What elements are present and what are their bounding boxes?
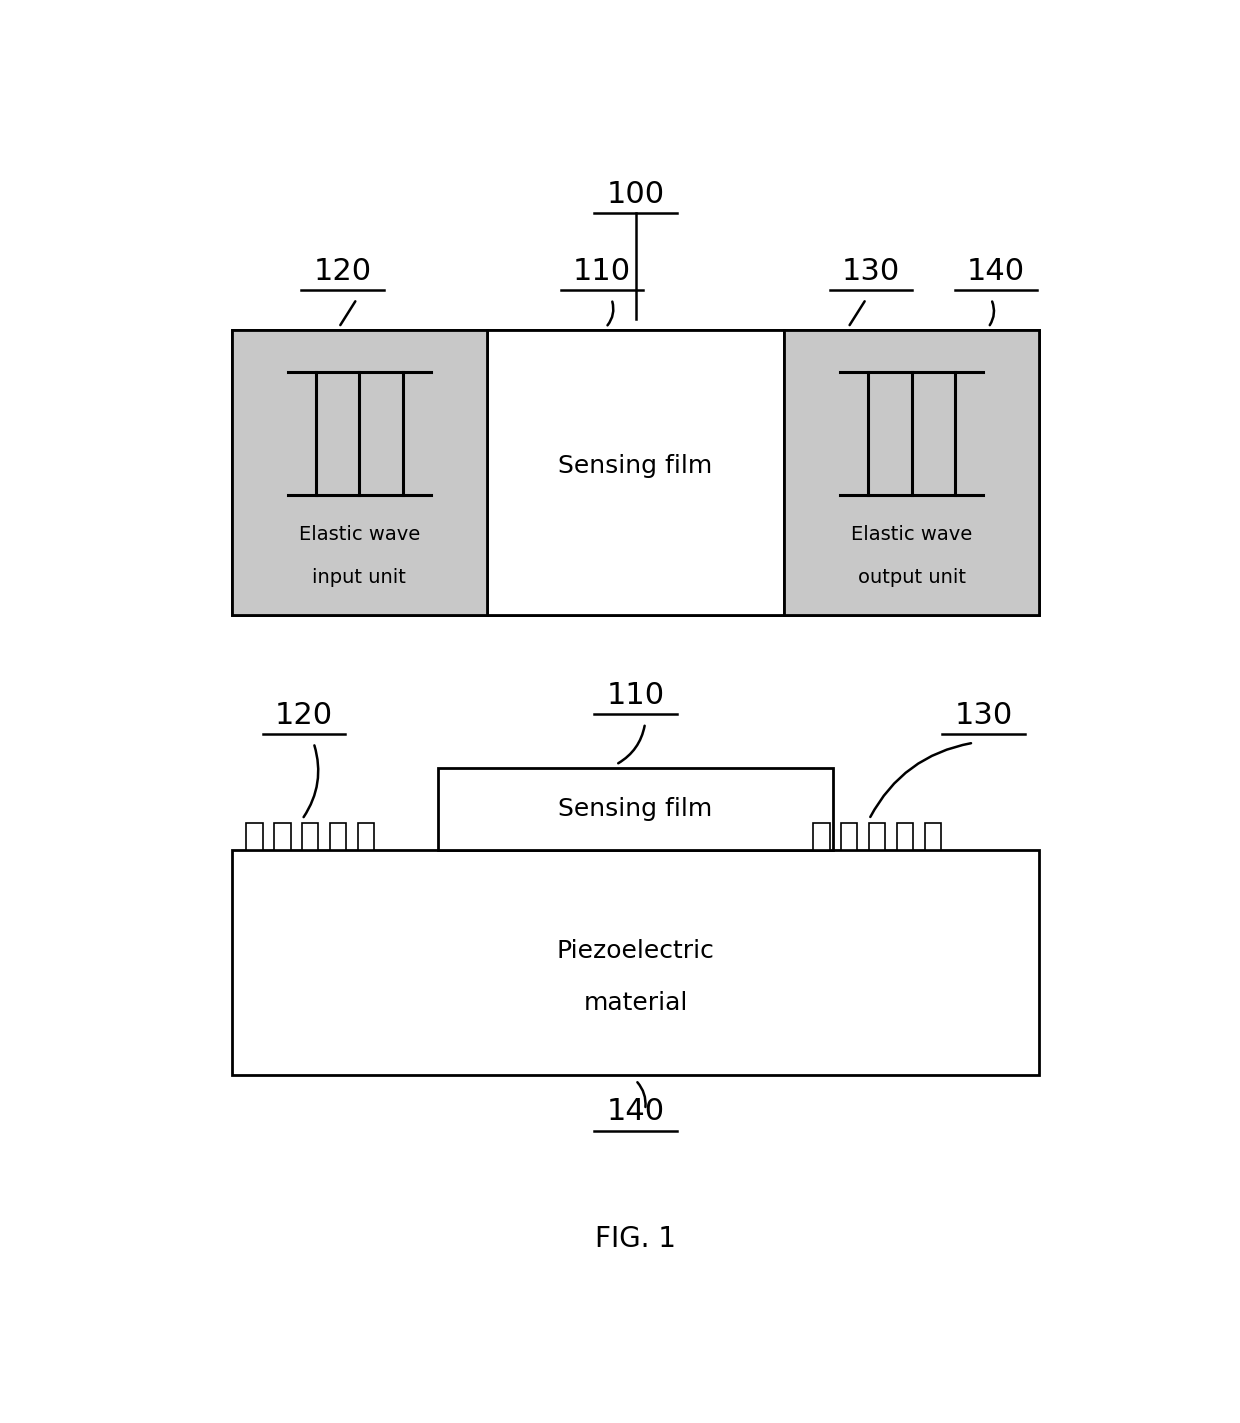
Text: Sensing film: Sensing film: [558, 454, 713, 478]
Bar: [303, 822, 319, 850]
Bar: [439, 768, 832, 850]
Text: input unit: input unit: [312, 568, 407, 588]
Text: 130: 130: [842, 256, 900, 286]
Bar: [486, 330, 785, 615]
Text: 110: 110: [573, 256, 631, 286]
Text: 140: 140: [606, 1097, 665, 1126]
Bar: [841, 822, 858, 850]
Bar: [247, 822, 263, 850]
Bar: [330, 822, 346, 850]
Bar: [869, 822, 885, 850]
Bar: [358, 822, 374, 850]
Text: Elastic wave: Elastic wave: [299, 525, 420, 544]
Text: output unit: output unit: [858, 568, 966, 588]
Text: 110: 110: [606, 680, 665, 710]
Text: Sensing film: Sensing film: [558, 797, 713, 821]
Text: 120: 120: [314, 256, 372, 286]
Text: 100: 100: [606, 181, 665, 209]
Text: Piezoelectric: Piezoelectric: [557, 939, 714, 963]
Text: FIG. 1: FIG. 1: [595, 1225, 676, 1254]
Text: 120: 120: [275, 700, 334, 730]
Text: material: material: [583, 990, 688, 1015]
Text: 130: 130: [955, 700, 1013, 730]
Bar: [232, 330, 1039, 615]
Bar: [232, 850, 1039, 1074]
Text: Elastic wave: Elastic wave: [851, 525, 972, 544]
Bar: [925, 822, 941, 850]
Bar: [232, 330, 486, 615]
Bar: [274, 822, 290, 850]
Text: 140: 140: [967, 256, 1025, 286]
Bar: [813, 822, 830, 850]
Bar: [897, 822, 913, 850]
Bar: [785, 330, 1039, 615]
